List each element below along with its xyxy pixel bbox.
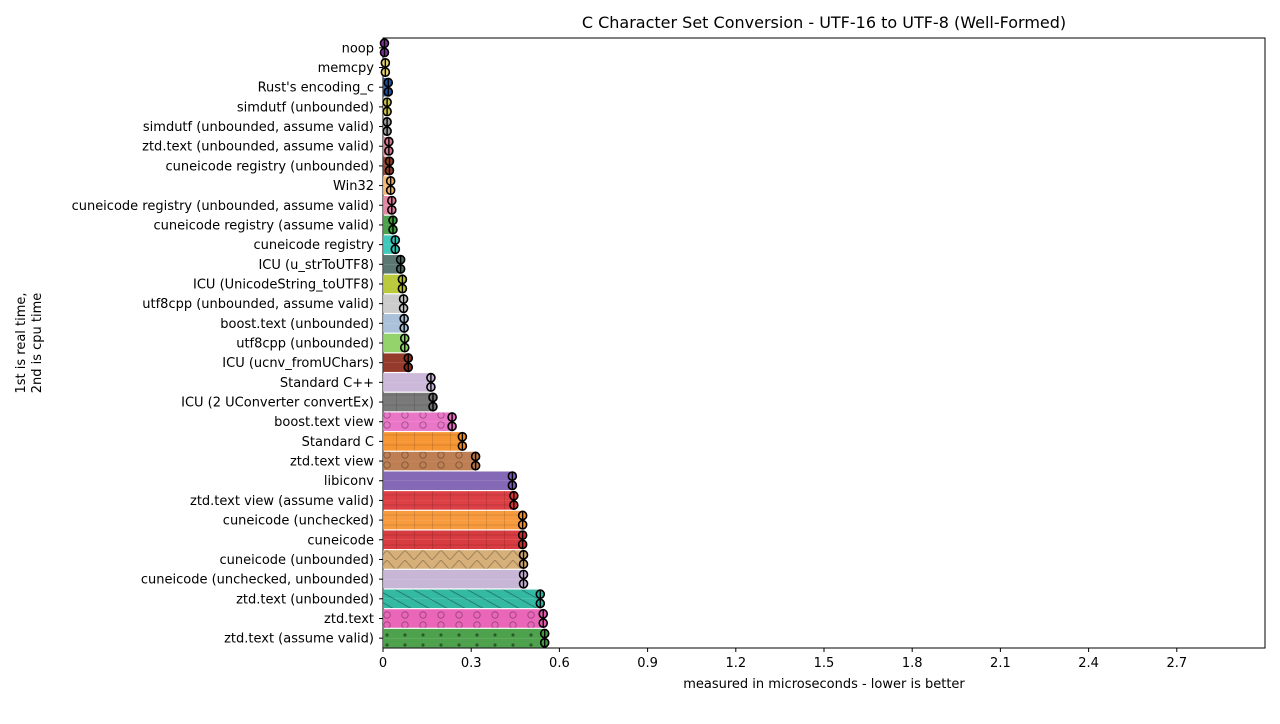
y-tick-label-12: ICU (UnicodeString_toUTF8) [193,277,374,292]
x-tick-label-7: 2.1 [990,656,1011,671]
y-tick-label-13: utf8cpp (unbounded, assume valid) [142,297,374,312]
y-tick-label-14: boost.text (unbounded) [220,317,374,332]
bar-cpu-22 [383,480,513,490]
bar-real-pattern-18 [383,392,433,403]
bar-real-14 [383,314,405,324]
bar-real-pattern-19 [383,412,453,422]
y-axis-label-line-2: 2nd is cpu time [30,293,45,394]
x-tick-label-1: 0.3 [461,656,482,671]
bar-real-11 [383,255,401,265]
y-tick-label-9: cuneicode registry (assume valid) [153,218,374,233]
x-tick-label-6: 1.8 [902,656,923,671]
bar-cpu-pattern-24 [383,520,523,530]
bar-real-13 [383,294,404,304]
bar-cpu-9 [383,224,393,235]
x-tick-label-4: 1.2 [725,656,746,671]
y-tick-label-18: ICU (2 UConverter convertEx) [181,396,374,411]
bar-real-pattern-28 [383,589,541,599]
bar-real-pattern-20 [383,432,463,442]
x-tick-label-8: 2.4 [1078,656,1099,671]
bar-real-12 [383,274,403,284]
y-tick-label-3: simdutf (unbounded) [237,100,374,115]
y-tick-label-30: ztd.text (assume valid) [224,632,374,647]
bar-cpu-pattern-20 [383,441,463,451]
bar-cpu-pattern-30 [383,638,545,648]
y-tick-label-29: ztd.text [324,612,374,627]
y-tick-label-11: ICU (u_strToUTF8) [258,258,374,273]
bar-real-pattern-24 [383,510,523,521]
bar-real-22 [383,471,513,481]
bar-cpu-pattern-23 [383,500,514,510]
y-tick-label-28: ztd.text (unbounded) [236,592,374,607]
bar-real-16 [383,353,409,363]
x-tick-label-3: 0.9 [637,656,658,671]
bar-cpu-pattern-29 [383,618,544,628]
x-tick-label-2: 0.6 [549,656,570,671]
bar-cpu-27 [383,579,524,589]
y-tick-label-25: cuneicode [307,533,374,548]
x-axis-label: measured in microseconds - lower is bett… [683,677,965,692]
bar-real-15 [383,333,405,343]
bar-cpu-pattern-21 [383,461,476,471]
chart-title: C Character Set Conversion - UTF-16 to U… [582,13,1066,32]
bar-cpu-pattern-26 [383,559,524,569]
y-tick-label-26: cuneicode (unbounded) [219,553,374,568]
x-tick-label-5: 1.5 [814,656,835,671]
bar-real-10 [383,235,396,245]
bar-cpu-13 [383,303,404,313]
bar-real-pattern-26 [383,550,524,560]
bar-cpu-pattern-19 [383,421,453,431]
y-tick-label-24: cuneicode (unchecked) [223,514,374,529]
bar-real-17 [383,373,431,383]
bar-real-pattern-29 [383,609,544,619]
y-tick-label-8: cuneicode registry (unbounded, assume va… [72,199,374,214]
y-tick-label-6: cuneicode registry (unbounded) [166,159,375,174]
bar-cpu-12 [383,283,403,294]
y-tick-label-2: Rust's encoding_c [258,81,374,96]
bar-cpu-11 [383,264,401,274]
y-tick-label-21: ztd.text view [290,455,374,470]
y-tick-label-4: simdutf (unbounded, assume valid) [143,120,374,135]
y-axis-label-line-1: 1st is real time, [14,292,29,393]
bar-cpu-17 [383,382,431,392]
y-tick-label-27: cuneicode (unchecked, unbounded) [141,573,374,588]
x-tick-label-0: 0 [379,656,387,671]
bar-real-pattern-25 [383,530,523,540]
y-tick-label-1: memcpy [318,61,375,76]
y-tick-label-10: cuneicode registry [253,238,374,253]
bar-real-27 [383,569,524,580]
bar-real-pattern-21 [383,451,476,462]
bar-cpu-pattern-28 [383,598,541,609]
y-tick-label-17: Standard C++ [280,376,374,391]
bar-real-pattern-23 [383,491,514,501]
bar-real-pattern-30 [383,628,545,639]
y-tick-label-19: boost.text view [274,415,374,430]
bar-cpu-10 [383,244,396,254]
y-tick-label-23: ztd.text view (assume valid) [190,494,374,509]
bar-cpu-16 [383,362,409,372]
bar-cpu-pattern-18 [383,402,433,412]
y-tick-label-22: libiconv [324,474,374,489]
y-tick-label-5: ztd.text (unbounded, assume valid) [142,140,374,155]
y-tick-label-20: Standard C [302,435,374,450]
y-tick-label-16: ICU (ucnv_fromUChars) [222,356,374,371]
y-tick-label-0: noop [342,41,374,56]
y-tick-label-15: utf8cpp (unbounded) [236,337,374,352]
bar-real-9 [383,215,393,225]
y-tick-label-7: Win32 [333,179,374,194]
bar-cpu-pattern-25 [383,539,523,550]
bar-cpu-15 [383,343,405,353]
bar-cpu-14 [383,323,405,333]
x-tick-label-9: 2.7 [1166,656,1187,671]
